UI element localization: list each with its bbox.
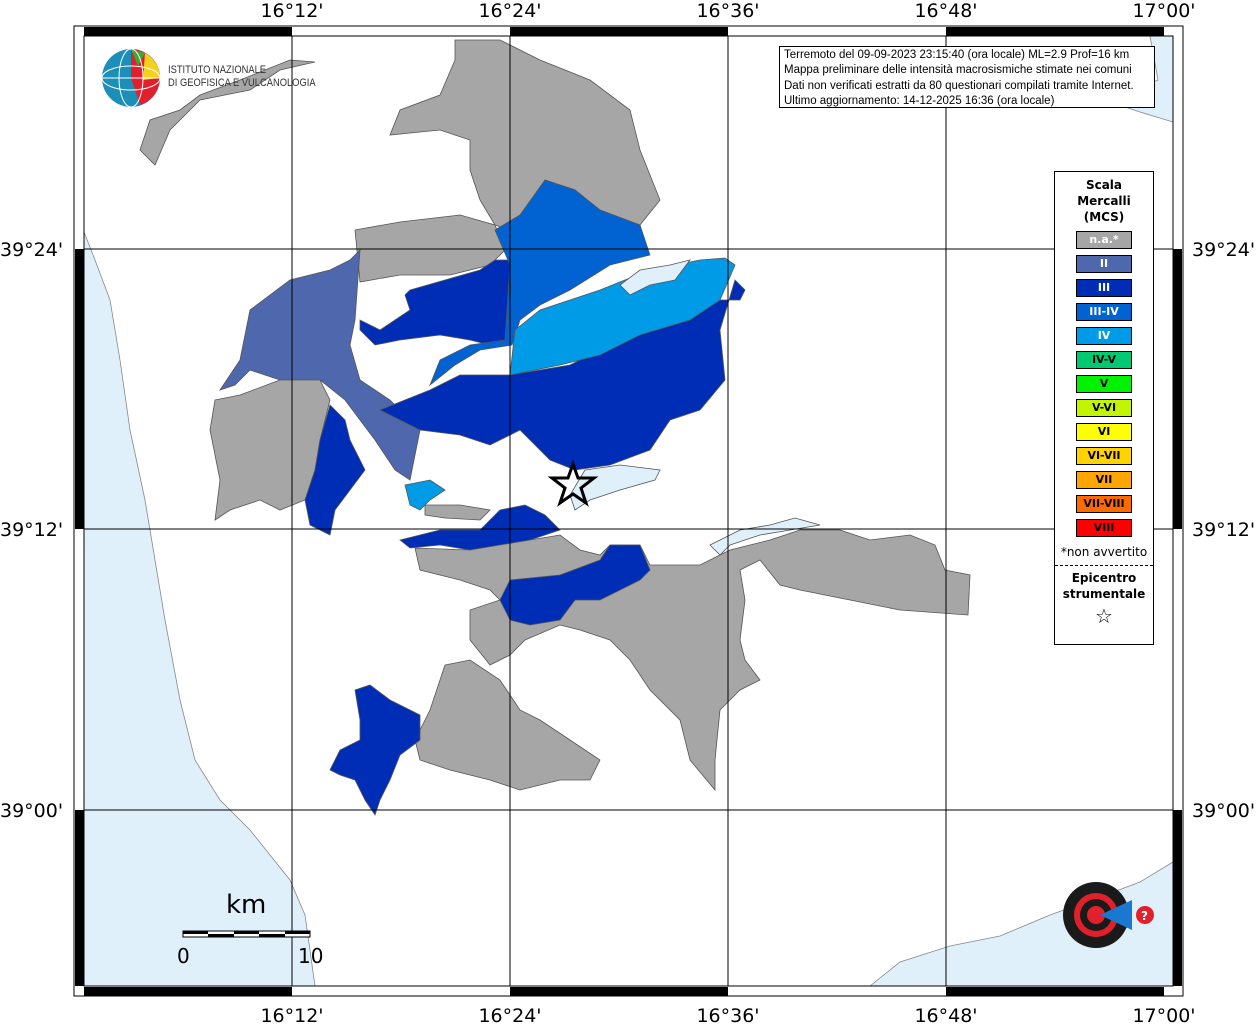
haisentito-logo-icon: ?	[1063, 882, 1154, 948]
legend-title-line: (MCS)	[1083, 210, 1125, 224]
area-iii	[499, 544, 651, 626]
lon-tick: 17°00'	[1132, 0, 1195, 22]
ingv-logo-text: ISTITUTO NAZIONALE DI GEOFISICA E VULCAN…	[168, 64, 316, 90]
lon-tick: 16°12'	[260, 0, 323, 22]
lat-tick: 39°24'	[0, 239, 63, 261]
lat-labels: 39°24' 39°12' 39°00' 39°24' 39°12' 39°00…	[0, 239, 1255, 822]
legend-swatch: V	[1076, 375, 1132, 393]
svg-text:?: ?	[1141, 909, 1148, 923]
ingv-name-line2: DI GEOFISICA E VULCANOLOGIA	[168, 77, 316, 89]
legend-note: *non avvertito	[1060, 545, 1148, 559]
graticule	[84, 36, 1173, 986]
legend-title: Scala Mercalli (MCS)	[1055, 177, 1153, 225]
lon-labels-bottom: 16°12' 16°24' 16°36' 16°48' 17°00'	[260, 1005, 1195, 1024]
epicenter-star-icon	[547, 459, 599, 507]
legend-epicenter-line: strumentale	[1062, 587, 1146, 601]
legend-swatch: V-VI	[1076, 399, 1132, 417]
legend-swatch: III	[1076, 279, 1132, 297]
lat-tick: 39°12'	[1192, 519, 1255, 541]
area-na	[424, 504, 491, 521]
lon-tick: 16°24'	[478, 0, 541, 22]
legend-swatch: III-IV	[1076, 303, 1132, 321]
area-not-felt	[569, 464, 661, 511]
ingv-name-line1: ISTITUTO NAZIONALE	[168, 64, 267, 76]
legend-divider	[1055, 565, 1153, 566]
sea-west	[83, 231, 316, 987]
intensity-legend: Scala Mercalli (MCS) n.a.* II III III-IV IV I…	[1054, 171, 1154, 645]
legend-swatch: VII-VIII	[1076, 495, 1132, 513]
lat-tick: 39°00'	[1192, 800, 1255, 822]
legend-swatch: VIII	[1076, 519, 1132, 537]
legend-title-line: Scala	[1085, 178, 1123, 192]
legend-swatch: VII	[1076, 471, 1132, 489]
area-not-felt	[709, 517, 821, 556]
area-iii	[359, 259, 511, 346]
map-description: Mappa preliminare delle intensità macros…	[784, 64, 1132, 77]
lon-labels-top: 16°12' 16°24' 16°36' 16°48' 17°00'	[260, 0, 1195, 22]
municipalities	[139, 39, 971, 816]
data-source-note: Dati non verificati estratti da 80 quest…	[784, 79, 1134, 92]
legend-swatch: n.a.*	[1076, 231, 1132, 249]
last-update: Ultimo aggiornamento: 14-12-2025 16:36 (…	[784, 94, 1055, 107]
legend-epicenter-label: Epicentro strumentale	[1055, 570, 1153, 602]
lon-tick: 16°12'	[260, 1005, 323, 1024]
event-info-box: Terremoto del 09-09-2023 23:15:40 (ora l…	[779, 46, 1155, 108]
legend-swatch: IV-V	[1076, 351, 1132, 369]
ingv-logo-globe-icon	[101, 48, 161, 108]
legend-star-icon: ☆	[1095, 604, 1113, 628]
legend-epicenter-line: Epicentro	[1071, 571, 1137, 585]
area-na	[139, 59, 316, 166]
lon-tick: 16°36'	[696, 1005, 759, 1024]
lat-tick: 39°12'	[0, 519, 63, 541]
area-ii	[219, 248, 421, 481]
lat-tick: 39°00'	[0, 800, 63, 822]
legend-swatch: VI-VII	[1076, 447, 1132, 465]
lat-tick: 39°24'	[1192, 239, 1255, 261]
scale-min: 0	[177, 944, 190, 968]
area-iii	[304, 404, 366, 536]
area-not-felt	[619, 259, 691, 296]
lon-tick: 17°00'	[1132, 1005, 1195, 1024]
scale-bar	[182, 930, 311, 938]
legend-swatch: VI	[1076, 423, 1132, 441]
lon-tick: 16°24'	[478, 1005, 541, 1024]
scale-max: 10	[298, 944, 324, 968]
event-line: Terremoto del 09-09-2023 23:15:40 (ora l…	[784, 49, 1130, 61]
legend-swatches: n.a.* II III III-IV IV IV-V V V-VI VI VI-VII VII VI…	[1055, 231, 1153, 537]
map-frame	[73, 25, 1184, 997]
area-iii	[399, 504, 561, 551]
lon-tick: 16°36'	[696, 0, 759, 22]
legend-swatch: II	[1076, 255, 1132, 273]
area-iii-iv	[429, 179, 651, 387]
scale-unit: km	[226, 890, 267, 920]
area-iii	[379, 279, 746, 471]
lon-tick: 16°48'	[914, 1005, 977, 1024]
lon-tick: 16°48'	[914, 0, 977, 22]
legend-swatch: IV	[1076, 327, 1132, 345]
area-iv	[404, 479, 446, 511]
area-iii	[329, 684, 421, 816]
legend-title-line: Mercalli	[1077, 194, 1131, 208]
